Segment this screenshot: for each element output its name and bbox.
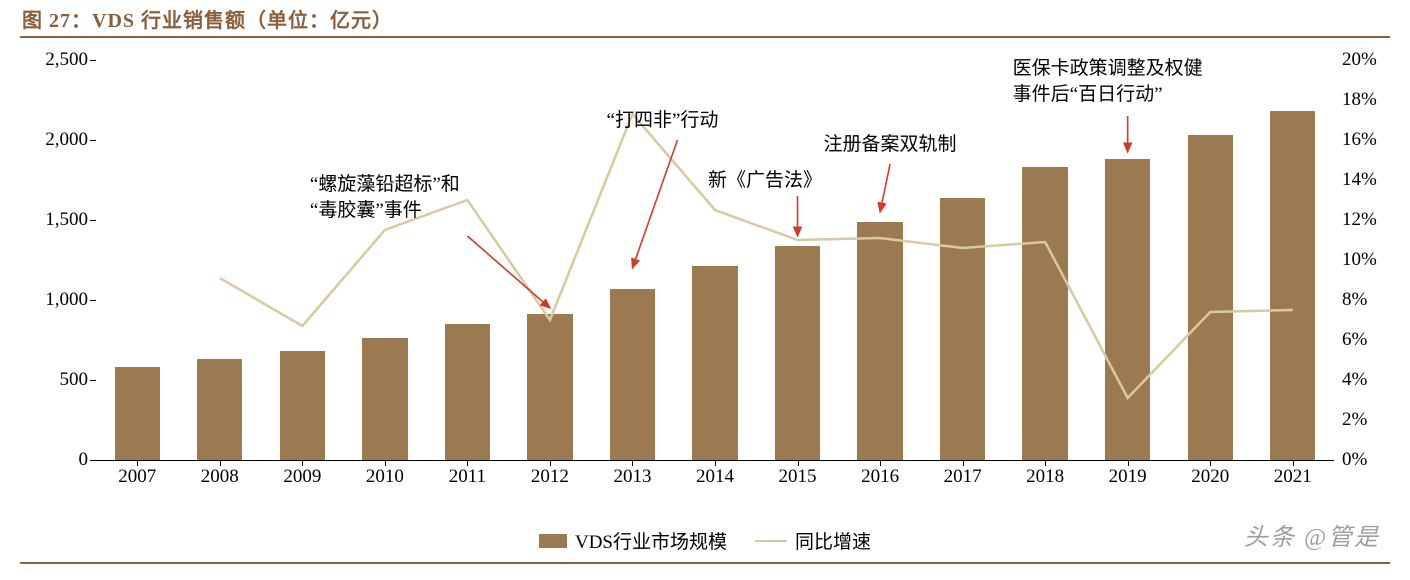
x-tick — [798, 460, 799, 466]
x-tick-label: 2010 — [366, 466, 404, 488]
x-tick — [1293, 460, 1294, 466]
y-right-tick-label: 20% — [1342, 49, 1377, 71]
annotation-a4: 注册备案双轨制 — [824, 132, 957, 158]
x-tick — [880, 460, 881, 466]
x-tick — [385, 460, 386, 466]
bar — [775, 246, 820, 460]
y-right-tick-label: 8% — [1342, 289, 1367, 311]
bar — [940, 198, 985, 460]
y-left-tick-label: 2,000 — [45, 129, 88, 151]
legend-item: 同比增速 — [755, 527, 871, 554]
legend-item: VDS行业市场规模 — [539, 527, 727, 554]
x-tick — [1128, 460, 1129, 466]
y-right-tick-label: 4% — [1342, 369, 1367, 391]
x-tick-label: 2021 — [1274, 466, 1312, 488]
x-tick — [467, 460, 468, 466]
x-tick-label: 2019 — [1109, 466, 1147, 488]
bar — [1270, 111, 1315, 460]
bar — [1105, 159, 1150, 460]
bar — [692, 266, 737, 460]
x-tick — [550, 460, 551, 466]
bar — [280, 351, 325, 460]
bar — [527, 314, 572, 460]
y-axis-left: 05001,0001,5002,0002,500 — [0, 60, 96, 460]
x-tick-label: 2014 — [696, 466, 734, 488]
x-tick-label: 2018 — [1026, 466, 1064, 488]
bar — [610, 289, 655, 460]
annotation-a3: 新《广告法》 — [708, 168, 822, 194]
bar — [1022, 167, 1067, 460]
x-tick-label: 2007 — [118, 466, 156, 488]
bar — [197, 359, 242, 460]
x-axis: 2007 2008 2009 2010 2011 2012 2013 2014 2015 2016… — [96, 460, 1334, 500]
y-right-tick-label: 0% — [1342, 449, 1367, 471]
legend-swatch-bar — [539, 534, 567, 548]
x-tick — [137, 460, 138, 466]
legend-label: 同比增速 — [795, 527, 871, 554]
annotation-a2: “打四非”行动 — [607, 108, 719, 134]
x-tick — [1210, 460, 1211, 466]
y-right-tick-label: 12% — [1342, 209, 1377, 231]
x-tick-label: 2012 — [531, 466, 569, 488]
y-right-tick-label: 10% — [1342, 249, 1377, 271]
x-tick-label: 2017 — [944, 466, 982, 488]
bar — [857, 222, 902, 460]
bar — [445, 324, 490, 460]
y-left-tick-label: 2,500 — [45, 49, 88, 71]
x-tick-label: 2008 — [201, 466, 239, 488]
y-left-tick-label: 1,000 — [45, 289, 88, 311]
y-axis-right: 0%2%4%6%8%10%12%14%16%18%20% — [1334, 60, 1410, 460]
bar — [362, 338, 407, 460]
x-tick-label: 2020 — [1191, 466, 1229, 488]
y-right-tick-label: 6% — [1342, 329, 1367, 351]
annotation-a5: 医保卡政策调整及权健事件后“百日行动” — [1013, 56, 1203, 107]
x-tick — [963, 460, 964, 466]
x-tick — [715, 460, 716, 466]
y-right-tick-label: 18% — [1342, 89, 1377, 111]
x-tick — [632, 460, 633, 466]
bar — [115, 367, 160, 460]
y-left-tick-label: 500 — [60, 369, 89, 391]
x-tick-label: 2009 — [283, 466, 321, 488]
y-left-tick-label: 1,500 — [45, 209, 88, 231]
x-tick-label: 2016 — [861, 466, 899, 488]
figure-root: 图 27：VDS 行业销售额（单位：亿元） 05001,0001,5002,00… — [0, 0, 1410, 580]
legend-swatch-line — [755, 540, 787, 542]
y-right-tick-label: 14% — [1342, 169, 1377, 191]
x-tick — [220, 460, 221, 466]
x-tick — [1045, 460, 1046, 466]
bar — [1188, 135, 1233, 460]
x-tick-label: 2013 — [613, 466, 651, 488]
y-left-tick-label: 0 — [79, 449, 89, 471]
legend: VDS行业市场规模 同比增速 — [0, 527, 1410, 554]
x-tick-label: 2011 — [449, 466, 486, 488]
y-right-tick-label: 16% — [1342, 129, 1377, 151]
x-tick — [302, 460, 303, 466]
y-right-tick-label: 2% — [1342, 409, 1367, 431]
x-tick-label: 2015 — [779, 466, 817, 488]
annotation-a1: “螺旋藻铅超标”和“毒胶囊”事件 — [310, 172, 460, 223]
legend-label: VDS行业市场规模 — [575, 527, 727, 554]
